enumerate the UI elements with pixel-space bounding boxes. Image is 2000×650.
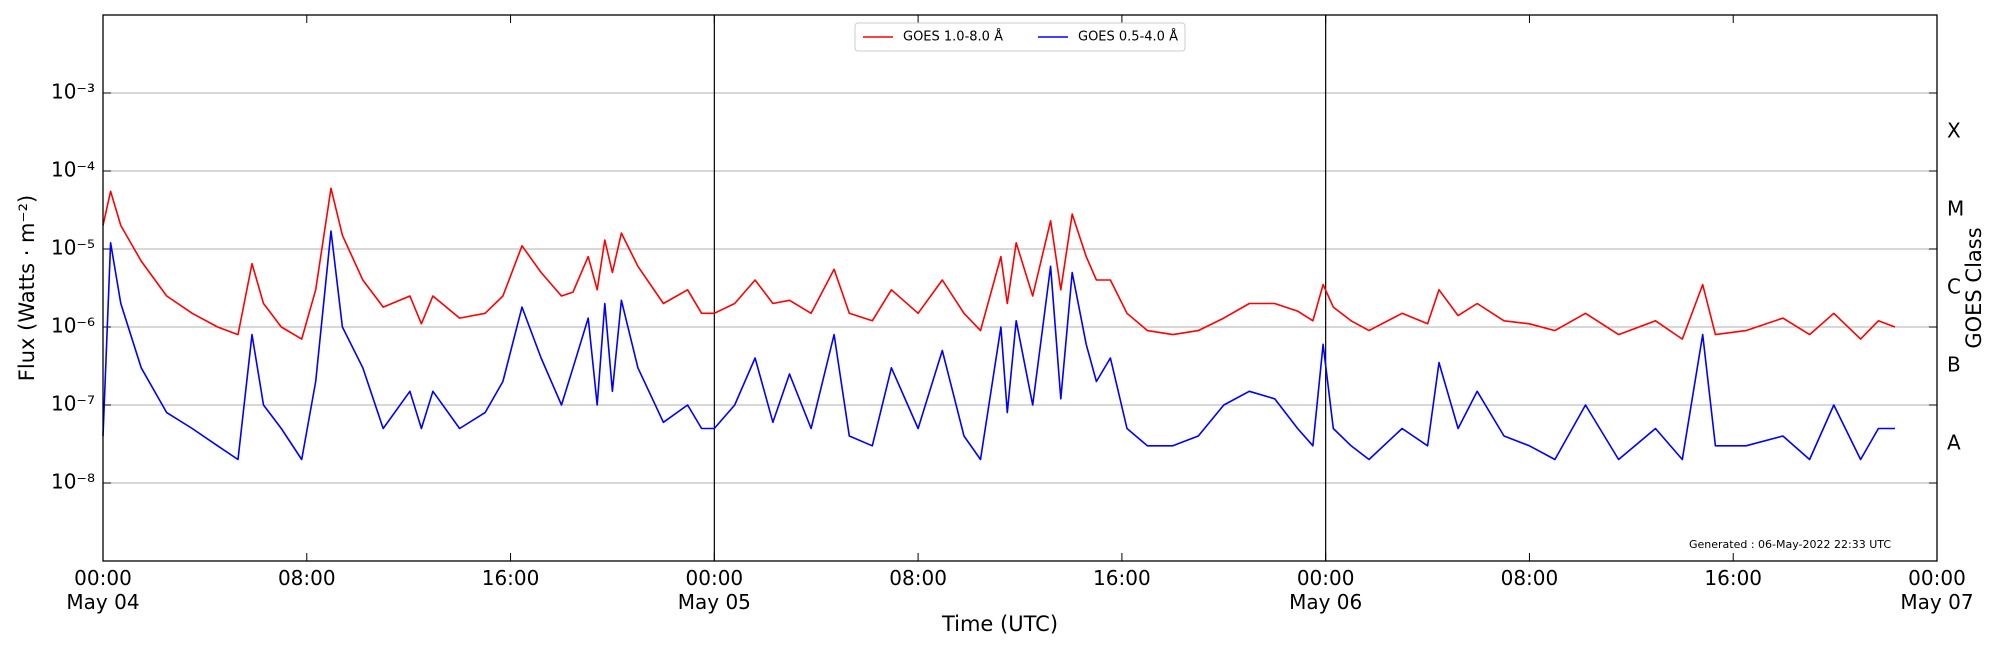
x-tick-label: 08:00 xyxy=(1500,566,1559,590)
x-tick-label: 00:00 May 07 xyxy=(1900,566,1974,614)
y-tick-label: 10⁻⁷ xyxy=(51,392,95,416)
y-tick-label: 10⁻⁴ xyxy=(51,158,95,182)
y-tick-label: 10⁻⁵ xyxy=(51,236,95,260)
x-tick-label: 00:00 May 05 xyxy=(677,566,751,614)
x-tick-label: 16:00 xyxy=(1093,566,1151,590)
series-line xyxy=(102,187,1896,340)
legend: GOES 1.0-8.0 Å GOES 0.5-4.0 Å xyxy=(854,22,1186,52)
x-tick-label: 08:00 xyxy=(277,566,336,590)
y-axis-label: Flux (Watts · m⁻²) xyxy=(15,195,39,381)
legend-label: GOES 1.0-8.0 Å xyxy=(903,29,1003,45)
x-tick-label: 00:00 May 04 xyxy=(66,566,140,614)
annotation: Generated : 06-May-2022 22:33 UTC xyxy=(1689,538,1891,551)
goes-class-label: A xyxy=(1947,431,1961,455)
legend-box xyxy=(854,22,1186,52)
x-tick-label: 16:00 xyxy=(481,566,540,590)
legend-label: GOES 0.5-4.0 Å xyxy=(1078,29,1178,45)
goes-class-label: C xyxy=(1947,275,1961,299)
goes-class-label: X xyxy=(1947,119,1961,143)
y2-axis-label: GOES Class xyxy=(1962,227,1986,348)
x-tick-label: 00:00 May 06 xyxy=(1289,566,1363,614)
y-tick-label: 10⁻⁸ xyxy=(51,470,95,494)
x-tick-label: 16:00 xyxy=(1704,566,1763,590)
y-tick-label: 10⁻³ xyxy=(51,80,95,104)
y-tick-label: 10⁻⁶ xyxy=(51,314,95,338)
goes-class-label: M xyxy=(1947,197,1964,221)
x-tick-label: 08:00 xyxy=(889,566,947,590)
x-axis-label: Time (UTC) xyxy=(941,612,1058,636)
plot-frame xyxy=(102,14,1938,562)
series-line xyxy=(102,230,1895,461)
goes-class-label: B xyxy=(1947,353,1961,377)
